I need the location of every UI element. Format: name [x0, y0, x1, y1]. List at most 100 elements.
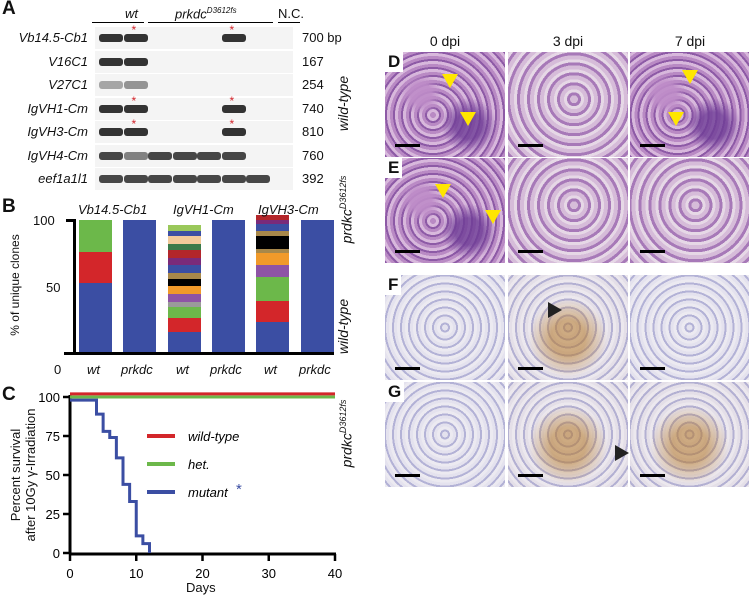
b-ytick-50: 50	[46, 280, 61, 295]
scale-bar	[640, 144, 665, 147]
bar-segment	[256, 235, 289, 250]
b-category-label: wt	[87, 362, 100, 377]
bar-segment	[301, 220, 334, 352]
gel-band	[148, 175, 172, 183]
survival-chart: 100 75 50 25 00 10 20 30 40 wild-type het. mutant *	[38, 390, 342, 581]
significance-star: *	[131, 117, 137, 131]
panel-letter: F	[385, 275, 402, 295]
gel-row: * *	[95, 94, 293, 120]
band-size: 740	[302, 100, 324, 116]
column-label-1: 3 dpi	[552, 33, 584, 49]
c-xtick-label: 30	[262, 566, 276, 581]
group-nc-label: N.C.	[278, 6, 304, 21]
bar-segment	[256, 214, 289, 220]
bar-segment	[256, 264, 289, 277]
bar-segment	[168, 293, 201, 302]
gel-band	[99, 104, 123, 113]
bar-segment	[79, 251, 112, 284]
gel-row	[95, 168, 293, 190]
legend-label: mutant	[188, 485, 229, 500]
c-ytick-label: 25	[46, 507, 60, 522]
c-ytick-label: 100	[38, 390, 60, 405]
b-tick	[66, 219, 75, 222]
scale-bar	[518, 144, 543, 147]
yellow-arrowhead-icon	[435, 184, 451, 198]
c-xtick-label: 10	[129, 566, 143, 581]
gel-band	[172, 151, 197, 160]
c-ytick-label: 50	[46, 468, 60, 483]
b-category-label: prkdc	[121, 362, 153, 377]
gel-band	[99, 34, 123, 42]
c-xtick-label: 0	[66, 566, 73, 581]
b-ytick-0: 0	[54, 362, 62, 377]
yellow-arrowhead-icon	[460, 112, 476, 126]
bar-segment	[256, 230, 289, 236]
allele-sup: D3612fs	[338, 175, 348, 210]
band-size: 254	[302, 77, 324, 92]
yellow-arrowhead-icon	[442, 74, 458, 88]
gel-row-label: V16C1	[48, 53, 88, 69]
bar-segment	[168, 258, 201, 265]
b-group-igvh1: IgVH1-Cm	[173, 202, 234, 217]
gel-band	[148, 151, 172, 160]
bar-segment	[256, 249, 289, 253]
c-ytick-label: 0	[53, 546, 60, 561]
bar-segment	[256, 276, 289, 296]
scale-bar	[395, 250, 420, 253]
stacked-bar	[123, 220, 156, 352]
band-size: 700 bp	[302, 30, 342, 45]
band-size: 392	[302, 171, 324, 186]
gel-band	[123, 104, 148, 113]
gel-row	[95, 74, 293, 96]
b-ytick-100: 100	[33, 213, 55, 228]
gel-row: * *	[95, 117, 293, 143]
significance-star: *	[229, 23, 235, 37]
band-size: 760	[302, 147, 324, 163]
panel-a-label: A	[2, 0, 16, 19]
c-ytick-label: 75	[46, 429, 60, 444]
b-category-label: prkdc	[299, 362, 331, 377]
micrograph: D	[385, 52, 505, 157]
micrograph	[630, 382, 749, 487]
micrograph	[508, 382, 628, 487]
micrograph: F	[385, 275, 505, 380]
yellow-arrowhead-icon	[485, 210, 501, 224]
bar-segment	[168, 243, 201, 251]
gel-band	[99, 81, 123, 89]
panel-letter: E	[385, 158, 403, 178]
panel-c-label: C	[2, 384, 16, 405]
prkdc-text: prkdc	[175, 6, 207, 22]
bar-segment	[168, 250, 201, 259]
c-xtick-label: 40	[328, 566, 342, 581]
gel-row-label: IgVH3-Cm	[27, 124, 88, 139]
bar-segment	[256, 253, 289, 265]
micrograph	[508, 275, 628, 380]
stacked-bar	[79, 220, 112, 352]
gel-band	[99, 57, 123, 66]
stacked-bar	[256, 214, 289, 352]
micrograph	[630, 158, 749, 263]
gel-band	[221, 175, 246, 183]
bar-segment	[168, 332, 201, 352]
genotype-text: prdkc	[338, 209, 355, 244]
group-wt-label: wt	[125, 6, 138, 21]
c-xlabel: Days	[186, 580, 216, 595]
bar-segment	[79, 220, 112, 252]
allele-sup: D3612fs	[206, 6, 237, 15]
bar-segment	[168, 235, 201, 244]
gel-band	[123, 175, 148, 183]
bar-segment	[168, 307, 201, 318]
panel-letter: G	[385, 382, 405, 402]
genotype-text: prdkc	[338, 433, 355, 468]
legend-label: het.	[188, 457, 210, 472]
gel-band	[221, 128, 246, 136]
nc-line	[278, 22, 300, 23]
micrograph	[508, 158, 628, 263]
series-mutant	[70, 398, 151, 553]
scale-bar	[640, 474, 665, 477]
gel-band	[221, 34, 246, 42]
group-prkdc-label: prkdcD3612fs	[175, 6, 237, 21]
gel-row-label: IgVH1-Cm	[27, 100, 88, 116]
c-xtick-label: 20	[195, 566, 209, 581]
